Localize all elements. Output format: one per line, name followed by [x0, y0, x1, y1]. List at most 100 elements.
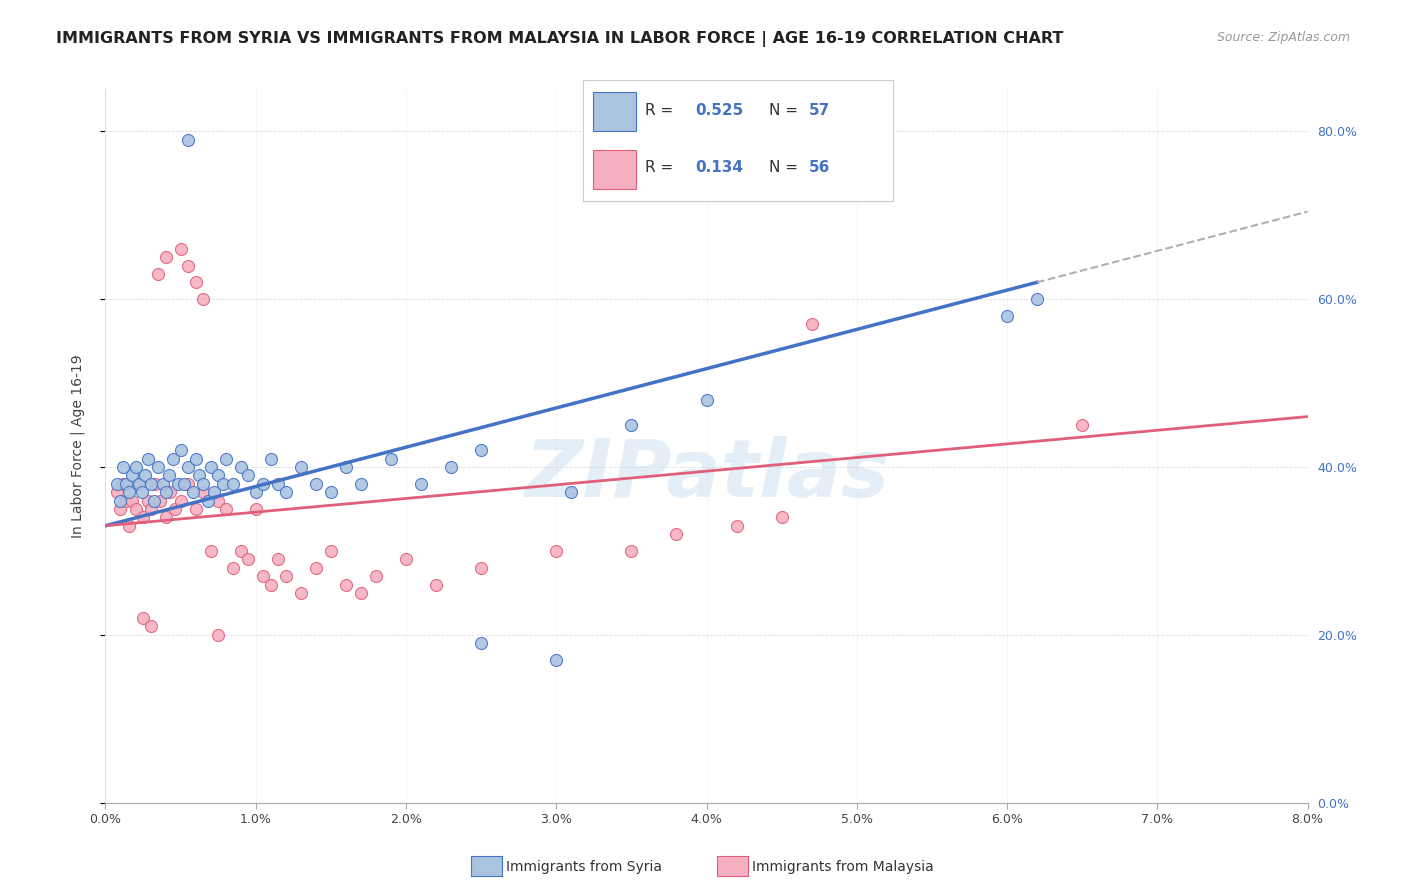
Text: ZIPatlas: ZIPatlas	[524, 435, 889, 514]
Point	[169, 493, 191, 508]
Point	[177, 460, 200, 475]
Point	[350, 476, 373, 491]
Text: R =: R =	[645, 160, 679, 175]
Point	[121, 468, 143, 483]
Point	[245, 502, 267, 516]
Point	[187, 468, 209, 483]
Point	[470, 636, 492, 650]
Text: 56: 56	[810, 160, 831, 175]
Point	[800, 318, 823, 332]
Point	[252, 569, 274, 583]
Point	[128, 476, 150, 491]
Point	[110, 502, 132, 516]
Point	[173, 476, 195, 491]
Point	[115, 476, 138, 491]
Point	[157, 468, 180, 483]
Point	[177, 259, 200, 273]
Point	[191, 476, 214, 491]
Y-axis label: In Labor Force | Age 16-19: In Labor Force | Age 16-19	[70, 354, 84, 538]
Point	[112, 476, 135, 491]
Point	[238, 552, 260, 566]
Point	[305, 476, 328, 491]
Point	[191, 485, 214, 500]
Point	[169, 443, 191, 458]
Point	[202, 485, 225, 500]
Text: Immigrants from Malaysia: Immigrants from Malaysia	[752, 860, 934, 874]
Point	[166, 476, 188, 491]
Point	[207, 493, 229, 508]
Point	[107, 485, 129, 500]
Point	[112, 460, 135, 475]
Point	[134, 468, 156, 483]
Text: IMMIGRANTS FROM SYRIA VS IMMIGRANTS FROM MALAYSIA IN LABOR FORCE | AGE 16-19 COR: IMMIGRANTS FROM SYRIA VS IMMIGRANTS FROM…	[56, 31, 1063, 47]
Point	[245, 485, 267, 500]
Point	[191, 292, 214, 306]
Point	[184, 502, 207, 516]
Point	[118, 485, 141, 500]
Point	[131, 485, 153, 500]
Point	[305, 560, 328, 574]
Point	[252, 476, 274, 491]
Point	[1071, 417, 1094, 432]
Point	[118, 518, 141, 533]
Point	[665, 527, 688, 541]
Point	[115, 493, 138, 508]
Point	[620, 417, 643, 432]
Point	[214, 502, 236, 516]
Point	[319, 485, 342, 500]
Point	[222, 560, 245, 574]
Point	[364, 569, 387, 583]
Point	[409, 476, 432, 491]
Point	[1026, 292, 1049, 306]
Point	[267, 552, 290, 566]
Point	[155, 250, 177, 264]
Point	[425, 577, 447, 591]
Point	[260, 577, 283, 591]
Point	[546, 653, 568, 667]
Text: Source: ZipAtlas.com: Source: ZipAtlas.com	[1216, 31, 1350, 45]
Point	[546, 544, 568, 558]
Point	[136, 493, 159, 508]
Point	[395, 552, 418, 566]
Point	[274, 569, 297, 583]
Point	[132, 611, 155, 625]
Point	[207, 628, 229, 642]
Point	[155, 510, 177, 524]
FancyBboxPatch shape	[593, 150, 636, 188]
Point	[995, 309, 1018, 323]
Point	[121, 493, 143, 508]
Point	[207, 468, 229, 483]
Point	[200, 544, 222, 558]
Point	[335, 577, 357, 591]
Point	[146, 267, 169, 281]
Point	[124, 502, 146, 516]
FancyBboxPatch shape	[593, 93, 636, 131]
Point	[181, 485, 204, 500]
Point	[214, 451, 236, 466]
Text: 57: 57	[810, 103, 831, 119]
Point	[200, 460, 222, 475]
Point	[184, 275, 207, 289]
Point	[177, 132, 200, 146]
Point	[132, 510, 155, 524]
Point	[163, 502, 186, 516]
Point	[470, 443, 492, 458]
Point	[260, 451, 283, 466]
Point	[152, 476, 174, 491]
Point	[290, 586, 312, 600]
Point	[267, 476, 290, 491]
Point	[139, 619, 162, 633]
Point	[440, 460, 463, 475]
Point	[350, 586, 373, 600]
Point	[143, 476, 166, 491]
Point	[770, 510, 793, 524]
Point	[155, 485, 177, 500]
Point	[274, 485, 297, 500]
Point	[470, 560, 492, 574]
Point	[110, 493, 132, 508]
Text: N =: N =	[769, 103, 803, 119]
Point	[146, 460, 169, 475]
Text: 0.525: 0.525	[695, 103, 744, 119]
Point	[148, 493, 170, 508]
Point	[229, 544, 252, 558]
